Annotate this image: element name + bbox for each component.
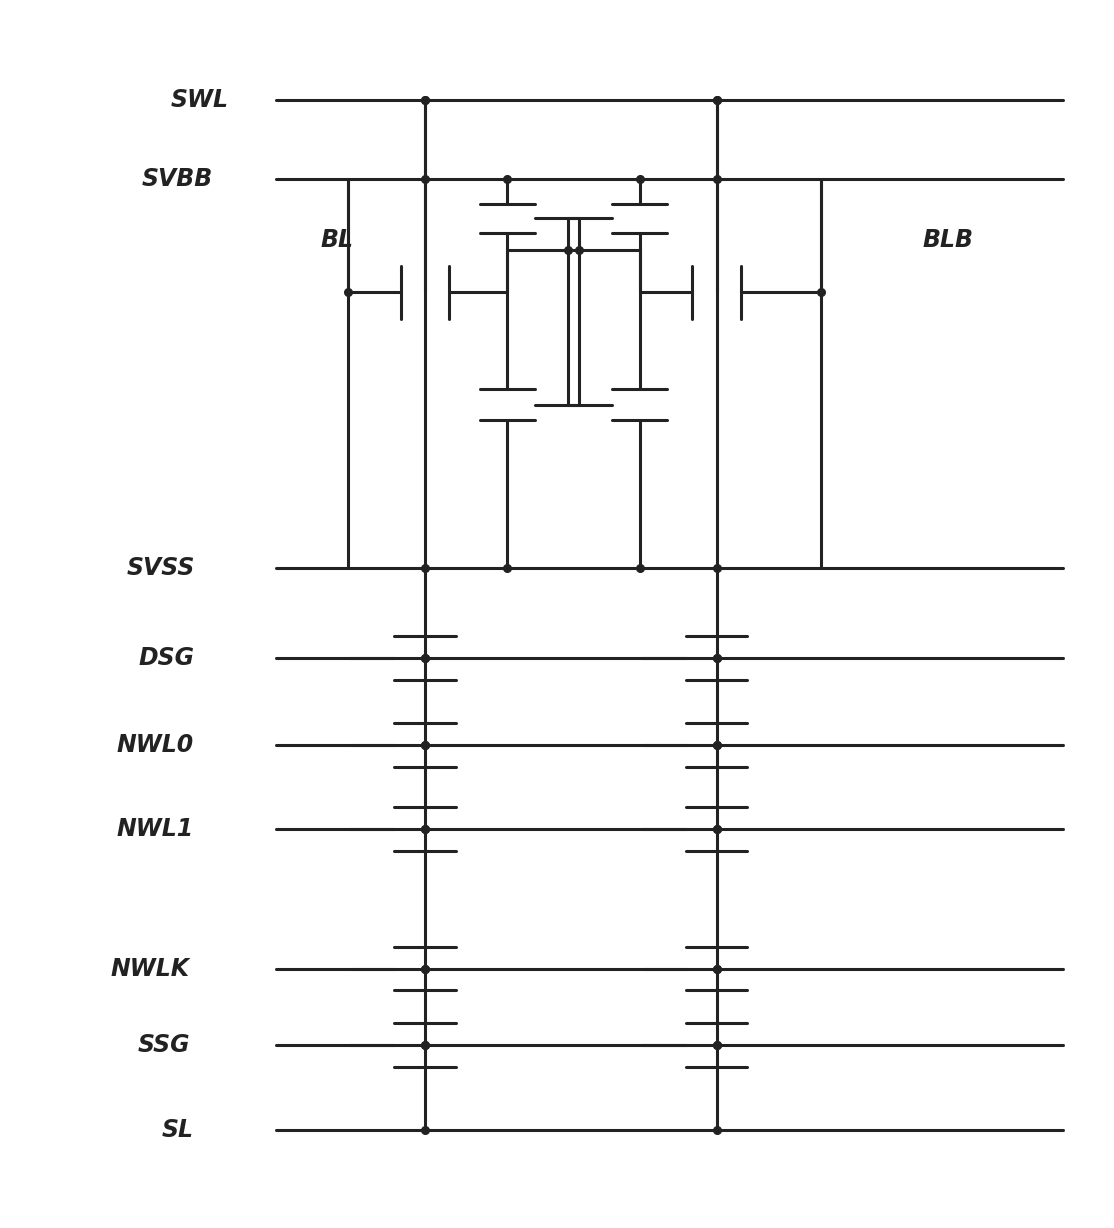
Text: SWL: SWL [170, 88, 228, 113]
Text: DSG: DSG [138, 646, 195, 669]
Text: SSG: SSG [138, 1033, 190, 1057]
Text: NWLK: NWLK [110, 957, 189, 980]
Text: SVSS: SVSS [127, 556, 195, 580]
Text: BL: BL [321, 228, 353, 252]
Text: NWL0: NWL0 [117, 733, 194, 758]
Text: SVBB: SVBB [141, 167, 213, 192]
Text: SL: SL [162, 1117, 194, 1142]
Text: NWL1: NWL1 [117, 817, 194, 841]
Text: BLB: BLB [922, 228, 973, 252]
